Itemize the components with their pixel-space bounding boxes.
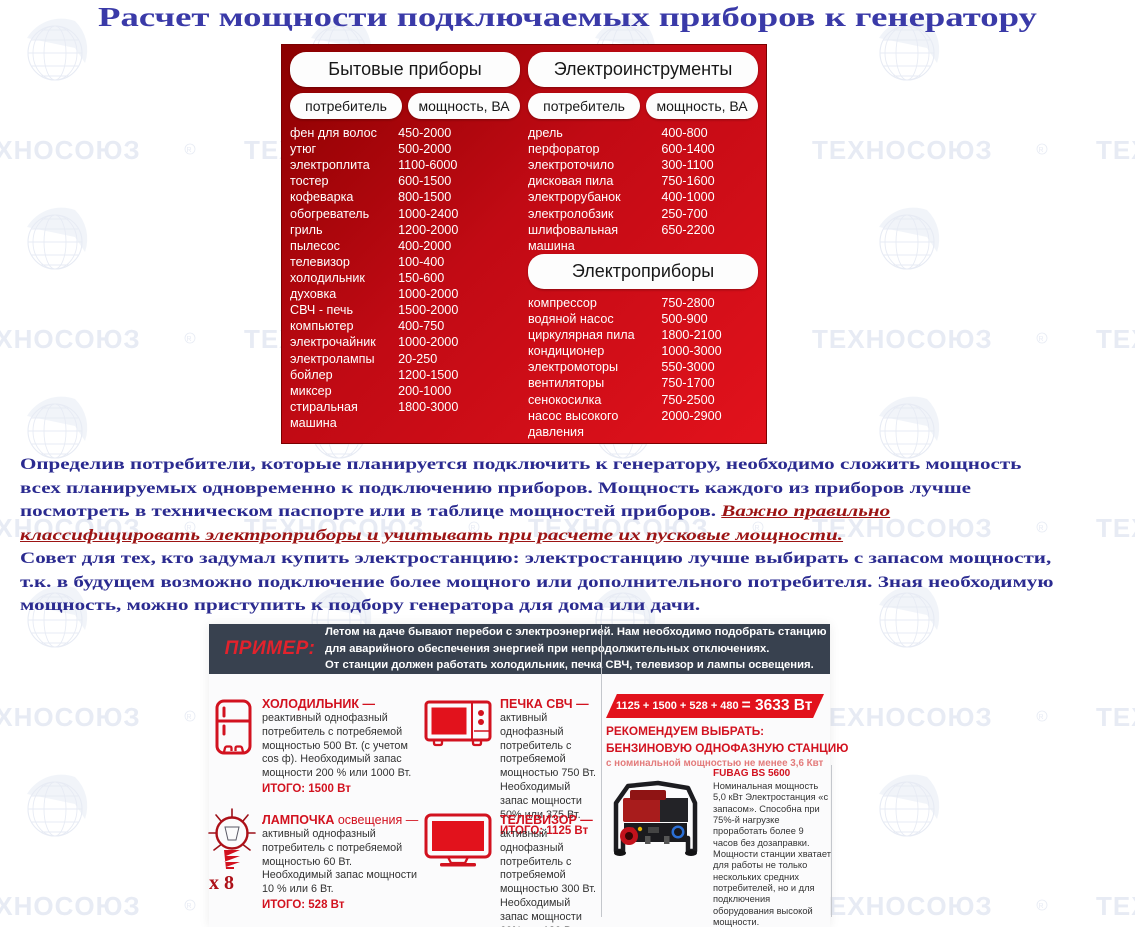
svg-text:x 8: x 8	[209, 872, 234, 893]
